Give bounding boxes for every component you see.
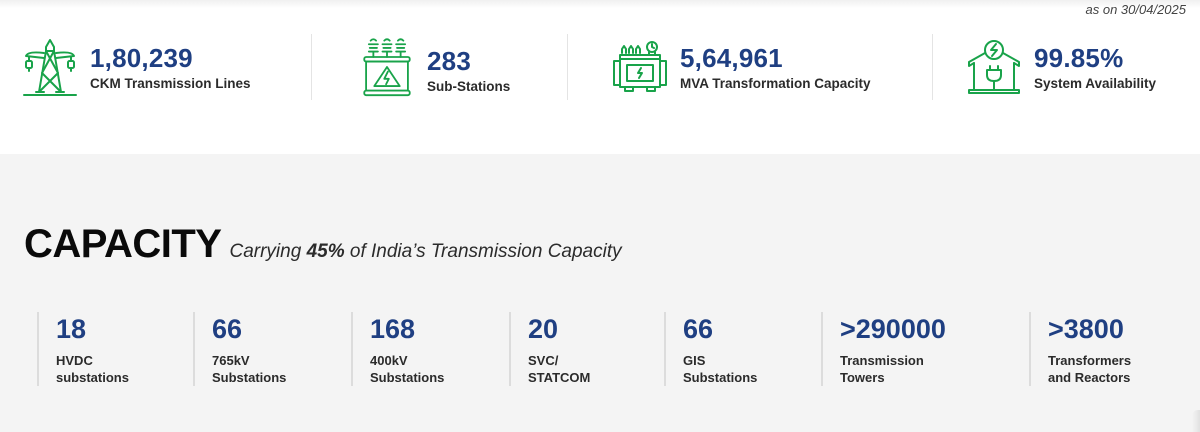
capacity-value: 18 xyxy=(56,314,87,344)
stat-value: 5,64,961 xyxy=(680,43,783,73)
subtitle-text: of India’s Transmission Capacity xyxy=(344,241,622,262)
capacity-item-towers: >290000 Transmission Towers xyxy=(821,312,980,386)
top-stats-bar: 1,80,239 CKM Transmission Lines 283 Sub xyxy=(0,34,1200,100)
stat-transmission-lines: 1,80,239 CKM Transmission Lines xyxy=(22,34,251,100)
capacity-item-gis: 66 GIS Substations xyxy=(664,312,823,386)
divider xyxy=(311,34,312,100)
capacity-item-svc-statcom: 20 SVC/STATCOM xyxy=(509,312,668,386)
capacity-label: Transmission Towers xyxy=(840,353,924,385)
section-subtitle: Carrying 45% of India’s Transmission Cap… xyxy=(229,241,621,263)
transformer-icon xyxy=(612,37,668,97)
capacity-item-400kv: 168 400kV Substations xyxy=(351,312,510,386)
subtitle-text: Carrying xyxy=(229,241,307,262)
stat-label: System Availability xyxy=(1034,76,1157,91)
capacity-item-765kv: 66 765kV Substations xyxy=(193,312,352,386)
capacity-label: Transformers and Reactors xyxy=(1048,353,1132,385)
stat-transformation-capacity: 5,64,961 MVA Transformation Capacity xyxy=(612,34,871,100)
stat-value: 1,80,239 xyxy=(90,43,193,73)
house-power-icon xyxy=(966,37,1022,97)
stat-system-availability: 99.85% System Availability xyxy=(966,34,1156,100)
capacity-item-hvdc: 18 HVDC substations xyxy=(37,312,196,386)
substation-icon xyxy=(359,37,415,97)
top-shadow xyxy=(0,0,1200,8)
capacity-label: HVDC substations xyxy=(56,353,129,385)
divider xyxy=(932,34,933,100)
capacity-label: 765kV Substations xyxy=(212,353,287,385)
capacity-label: 400kV Substations xyxy=(370,353,445,385)
as-on-date: as on 30/04/2025 xyxy=(1085,2,1186,17)
capacity-label: SVC/STATCOM xyxy=(528,353,591,385)
capacity-label: GIS Substations xyxy=(683,353,758,385)
stat-sub-stations: 283 Sub-Stations xyxy=(359,34,510,100)
capacity-value: 66 xyxy=(683,314,714,344)
stat-label: CKM Transmission Lines xyxy=(90,76,251,91)
capacity-value: >3800 xyxy=(1048,314,1124,344)
stat-value: 283 xyxy=(427,46,471,76)
stat-label: Sub-Stations xyxy=(427,79,511,94)
capacity-value: 20 xyxy=(528,314,559,344)
subtitle-highlight: 45% xyxy=(306,241,345,262)
capacity-heading: CAPACITY Carrying 45% of India’s Transmi… xyxy=(24,222,622,267)
capacity-section xyxy=(0,154,1200,432)
capacity-value: >290000 xyxy=(840,314,946,344)
transmission-tower-icon xyxy=(22,37,78,97)
divider xyxy=(567,34,568,100)
capacity-value: 66 xyxy=(212,314,243,344)
capacity-value: 168 xyxy=(370,314,416,344)
scroll-corner-shadow xyxy=(1192,410,1200,432)
capacity-item-transformers: >3800 Transformers and Reactors xyxy=(1029,312,1188,386)
section-title: CAPACITY xyxy=(24,222,222,266)
stat-label: MVA Transformation Capacity xyxy=(680,76,871,91)
stat-value: 99.85% xyxy=(1034,43,1124,73)
